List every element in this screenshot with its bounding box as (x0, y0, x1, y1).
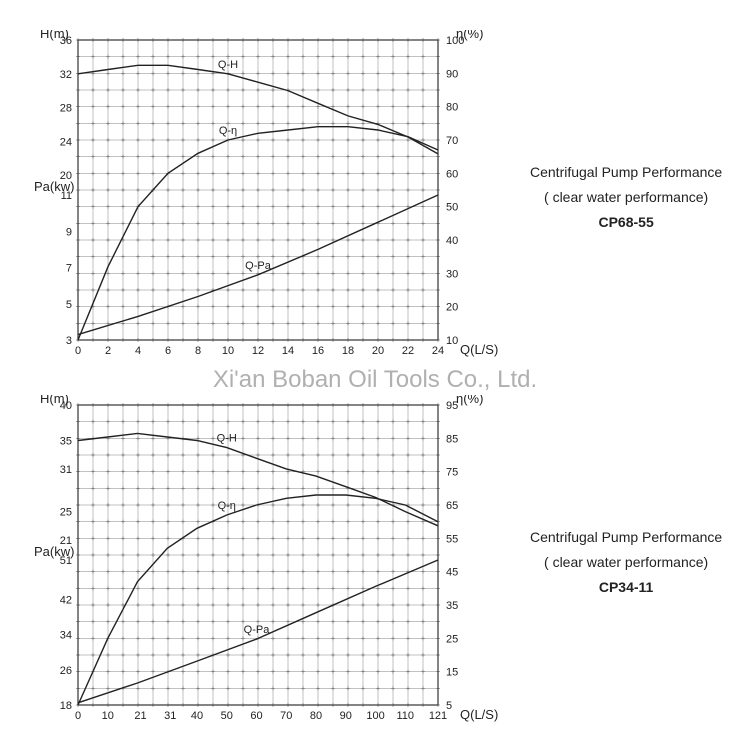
svg-text:18: 18 (60, 700, 72, 712)
svg-text:7: 7 (66, 263, 72, 275)
svg-text:90: 90 (340, 710, 352, 722)
svg-text:65: 65 (446, 500, 458, 512)
svg-text:10: 10 (222, 345, 234, 357)
svg-text:35: 35 (60, 436, 72, 448)
svg-text:10: 10 (102, 710, 114, 722)
svg-text:3: 3 (66, 335, 72, 347)
svg-text:5: 5 (66, 299, 72, 311)
svg-text:21: 21 (134, 710, 146, 722)
svg-text:14: 14 (282, 345, 294, 357)
svg-text:0: 0 (75, 710, 81, 722)
svg-text:100: 100 (366, 710, 384, 722)
svg-text:80: 80 (446, 102, 458, 114)
svg-text:25: 25 (60, 507, 72, 519)
chart-block-cp68: 024681012141618202224Q(L/S)1020304050607… (0, 30, 500, 375)
svg-text:31: 31 (164, 710, 176, 722)
svg-text:40: 40 (446, 235, 458, 247)
svg-text:50: 50 (446, 202, 458, 214)
svg-text:28: 28 (60, 103, 72, 115)
svg-text:η(%): η(%) (456, 30, 483, 41)
svg-text:20: 20 (372, 345, 384, 357)
chart-description-cp68: Centrifugal Pump Performance( clear wate… (530, 160, 722, 236)
svg-text:70: 70 (280, 710, 292, 722)
svg-text:5: 5 (446, 700, 452, 712)
svg-text:42: 42 (60, 595, 72, 607)
svg-text:24: 24 (432, 345, 444, 357)
svg-text:Pa(kw): Pa(kw) (34, 544, 74, 559)
svg-text:26: 26 (60, 665, 72, 677)
chart-svg-cp68: 024681012141618202224Q(L/S)1020304050607… (0, 30, 500, 370)
svg-text:32: 32 (60, 69, 72, 81)
svg-text:Q-H: Q-H (217, 433, 237, 445)
svg-text:25: 25 (446, 633, 458, 645)
svg-text:Q-H: Q-H (218, 59, 238, 71)
svg-text:η(%): η(%) (456, 395, 483, 406)
svg-text:Q-η: Q-η (219, 125, 237, 137)
watermark-text: Xi'an Boban Oil Tools Co., Ltd. (0, 366, 750, 394)
svg-text:Q(L/S): Q(L/S) (460, 707, 498, 722)
svg-text:6: 6 (165, 345, 171, 357)
svg-text:50: 50 (221, 710, 233, 722)
svg-text:12: 12 (252, 345, 264, 357)
svg-text:110: 110 (396, 710, 414, 722)
svg-text:34: 34 (60, 630, 72, 642)
svg-text:Q-Pa: Q-Pa (244, 624, 271, 636)
svg-text:90: 90 (446, 68, 458, 80)
svg-text:24: 24 (60, 136, 72, 148)
svg-text:Pa(kw): Pa(kw) (34, 179, 74, 194)
svg-text:60: 60 (250, 710, 262, 722)
chart-svg-cp34: 0 10 21 31 40 50 60 70 80 90 100 110 121 Q(L/S) 5 15 25 3… (0, 395, 500, 735)
svg-text:4: 4 (135, 345, 141, 357)
svg-text:16: 16 (312, 345, 324, 357)
svg-text:Q-Pa: Q-Pa (245, 260, 272, 272)
svg-text:2: 2 (105, 345, 111, 357)
chart-block-cp34: 0 10 21 31 40 50 60 70 80 90 100 110 121 Q(L/S) 5 15 25 3… (0, 395, 500, 740)
svg-text:H(m): H(m) (40, 30, 69, 41)
svg-text:55: 55 (446, 533, 458, 545)
svg-text:Q-η: Q-η (218, 500, 236, 512)
svg-text:22: 22 (402, 345, 414, 357)
svg-text:H(m): H(m) (40, 395, 69, 406)
svg-text:80: 80 (310, 710, 322, 722)
svg-text:121: 121 (429, 710, 447, 722)
svg-text:8: 8 (195, 345, 201, 357)
svg-text:Q(L/S): Q(L/S) (460, 342, 498, 357)
svg-text:35: 35 (446, 600, 458, 612)
svg-text:20: 20 (446, 302, 458, 314)
svg-text:85: 85 (446, 433, 458, 445)
svg-text:40: 40 (191, 710, 203, 722)
svg-text:45: 45 (446, 567, 458, 579)
svg-text:70: 70 (446, 135, 458, 147)
svg-text:15: 15 (446, 667, 458, 679)
svg-text:30: 30 (446, 268, 458, 280)
chart-description-cp34: Centrifugal Pump Performance( clear wate… (530, 525, 722, 601)
svg-text:10: 10 (446, 335, 458, 347)
svg-text:0: 0 (75, 345, 81, 357)
svg-text:9: 9 (66, 226, 72, 238)
svg-text:31: 31 (60, 464, 72, 476)
svg-text:60: 60 (446, 168, 458, 180)
svg-text:18: 18 (342, 345, 354, 357)
svg-text:75: 75 (446, 467, 458, 479)
